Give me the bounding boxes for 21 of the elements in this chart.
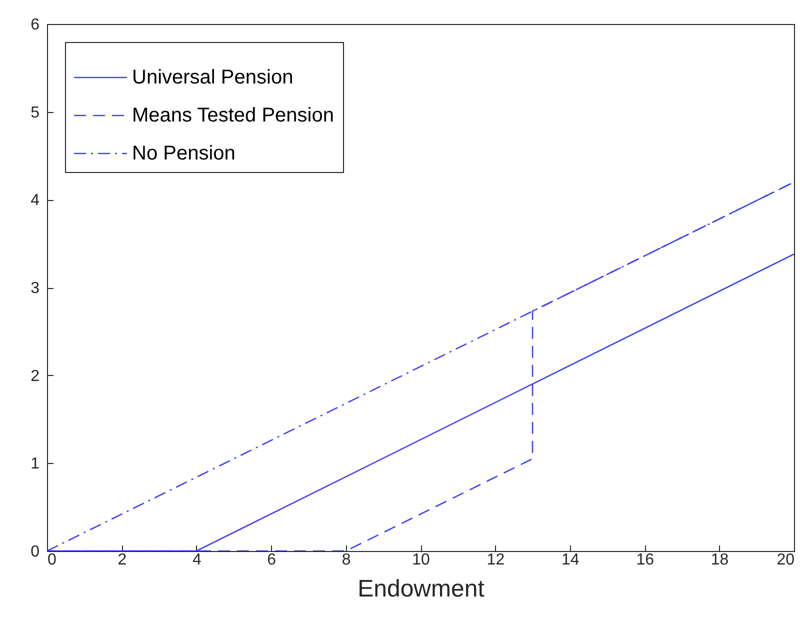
x-tick-label: 20 [776,552,795,568]
x-axis-title: Endowment [358,576,485,602]
y-tick-label: 4 [30,192,40,210]
x-tick-label: 16 [636,552,654,568]
legend-label: Universal Pension [132,66,294,88]
x-tick-label: 0 [48,552,56,568]
y-tick-label: 3 [30,280,40,297]
y-tick-label: 2 [30,368,40,385]
x-tick-label: 6 [267,552,276,568]
x-tick-label: 14 [562,552,580,568]
x-tick-label: 12 [486,552,505,568]
y-tick-label: 1 [30,456,40,473]
x-tick-label: 18 [710,552,729,568]
legend-label: Means Tested Pension [132,104,334,126]
y-tick-label: 5 [30,104,40,122]
legend-label: No Pension [132,142,236,164]
x-tick-label: 2 [118,552,127,568]
y-tick-label: 6 [30,16,40,34]
x-tick-label: 4 [192,552,202,568]
x-tick-label: 8 [342,552,351,568]
x-tick-label: 10 [412,552,430,568]
